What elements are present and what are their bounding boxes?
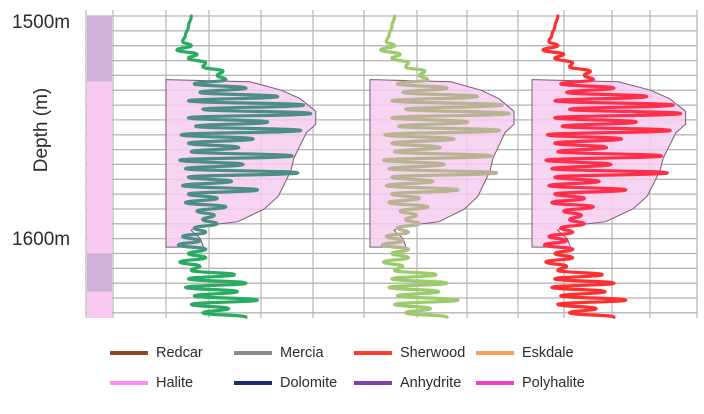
legend-swatch: [354, 351, 392, 355]
log-curve: [178, 247, 260, 319]
legend-label: Polyhalite: [522, 375, 585, 391]
log-curve-halite-interval: [176, 78, 313, 251]
legend-item: Mercia: [234, 338, 324, 368]
log-tracks: [85, 10, 698, 319]
log-curve: [381, 247, 460, 319]
legend-item: Halite: [110, 368, 193, 398]
legend-label: Eskdale: [522, 345, 574, 361]
legend-item: Dolomite: [234, 368, 337, 398]
legend-swatch: [234, 381, 272, 385]
log-curve: [379, 14, 430, 82]
lithology-interval: [87, 253, 112, 292]
legend-item: Polyhalite: [476, 368, 585, 398]
legend-item: Eskdale: [476, 338, 574, 368]
lithology-interval: [87, 291, 112, 318]
legend-item: Redcar: [110, 338, 203, 368]
legend-swatch: [476, 381, 514, 385]
log-curve: [175, 14, 228, 82]
legend-swatch: [110, 381, 148, 385]
depth-tick-label: 1600m: [12, 229, 71, 250]
lithology-interval: [87, 16, 112, 82]
legend-label: Anhydrite: [400, 375, 462, 391]
legend-item: Sherwood: [354, 338, 465, 368]
y-axis-title: Depth (m): [31, 87, 52, 173]
legend-label: Halite: [156, 375, 194, 391]
legend-row: Halite Dolomite Anhydrite Polyhalite: [110, 368, 700, 398]
legend-swatch: [110, 351, 148, 355]
legend-label: Mercia: [280, 345, 324, 361]
log-curve: [544, 247, 628, 319]
legend-label: Redcar: [156, 345, 203, 361]
legend-swatch: [476, 351, 514, 355]
log-curve-halite-interval: [380, 78, 511, 251]
legend-label: Sherwood: [400, 345, 466, 361]
legend-label: Dolomite: [280, 375, 338, 391]
legend-row: Redcar Mercia Sherwood Eskdale: [110, 338, 700, 368]
lithology-column: [87, 16, 112, 318]
depth-tick-label: 1500m: [12, 12, 71, 33]
legend-item: Anhydrite: [354, 368, 461, 398]
log-curve: [541, 14, 595, 82]
log-curve-halite-interval: [542, 78, 683, 251]
lithology-interval: [87, 81, 112, 254]
legend-swatch: [354, 381, 392, 385]
legend-swatch: [234, 351, 272, 355]
